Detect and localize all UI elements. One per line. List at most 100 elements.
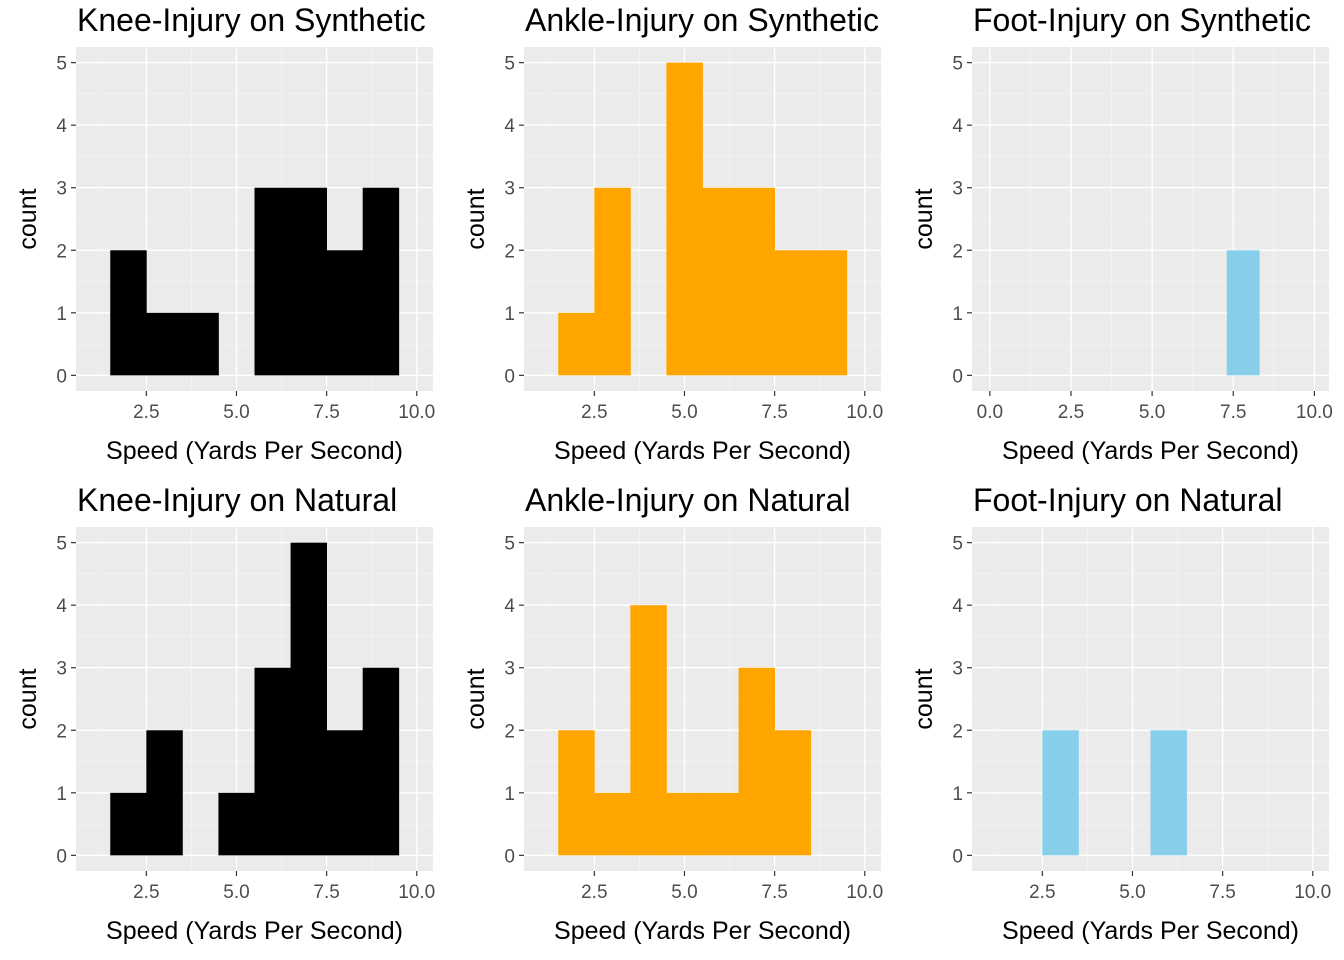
histogram-bar [290, 542, 328, 856]
y-tick-label: 1 [56, 784, 67, 805]
histogram-bar [110, 792, 147, 856]
x-tick-label: 7.5 [1209, 882, 1235, 903]
y-tick-label: 3 [952, 659, 963, 680]
y-tick-label: 0 [504, 366, 515, 387]
x-tick-label: 2.5 [133, 402, 159, 423]
x-tick-label: 7.5 [1220, 402, 1246, 423]
y-tick-label: 4 [952, 116, 963, 137]
y-axis-title: count [462, 668, 490, 729]
histogram-bar [362, 667, 400, 856]
histogram-bar [738, 187, 776, 376]
x-tick-label: 5.0 [671, 402, 697, 423]
histogram-bar [558, 730, 595, 856]
y-tick-label: 1 [504, 304, 515, 325]
y-tick-label: 5 [56, 534, 67, 555]
y-tick-label: 4 [504, 116, 515, 137]
y-tick-label: 5 [504, 54, 515, 75]
y-tick-label: 2 [504, 241, 515, 262]
histogram-panel: 0 1 2 3 4 5 0.0 2.5 5.0 7.5 10.0 Foot-Injury on Syn… [910, 2, 1333, 465]
histogram-bar [254, 667, 291, 856]
histogram-bar [666, 792, 703, 856]
x-tick-label: 2.5 [1058, 402, 1084, 423]
x-tick-label: 10.0 [1294, 882, 1331, 903]
x-axis-title: Speed (Yards Per Second) [106, 917, 403, 945]
y-tick-label: 4 [56, 116, 67, 137]
x-tick-label: 7.5 [761, 882, 787, 903]
x-tick-label: 2.5 [133, 882, 159, 903]
histogram-bar [326, 730, 364, 856]
histogram-bar [810, 250, 848, 376]
histogram-panel: 0 1 2 3 4 5 2.5 5.0 7.5 10.0 Knee-Injury on Natura… [14, 482, 435, 945]
x-tick-label: 7.5 [313, 882, 339, 903]
x-axis-title: Speed (Yards Per Second) [554, 917, 851, 945]
y-tick-label: 3 [952, 179, 963, 200]
y-axis-title: count [14, 668, 42, 729]
y-tick-label: 5 [952, 534, 963, 555]
y-tick-label: 1 [952, 304, 963, 325]
y-tick-label: 0 [952, 846, 963, 867]
y-tick-label: 2 [952, 721, 963, 742]
y-axis-title: count [462, 188, 490, 249]
y-tick-label: 1 [952, 784, 963, 805]
histogram-panel: 0 1 2 3 4 5 2.5 5.0 7.5 10.0 Knee-Injury on Synthe… [14, 2, 435, 465]
x-tick-label: 10.0 [1296, 402, 1333, 423]
histogram-panel: 0 1 2 3 4 5 2.5 5.0 7.5 10.0 Ankle-Injury on Natur… [462, 482, 883, 945]
x-tick-label: 10.0 [846, 882, 883, 903]
y-tick-label: 5 [952, 54, 963, 75]
x-tick-label: 5.0 [223, 882, 249, 903]
panel-title: Knee-Injury on Natural [77, 482, 397, 518]
y-tick-label: 0 [56, 366, 67, 387]
histogram-bar [362, 187, 400, 376]
y-axis-title: count [910, 188, 938, 249]
x-axis-title: Speed (Yards Per Second) [106, 437, 403, 465]
x-axis-title: Speed (Yards Per Second) [1002, 437, 1299, 465]
histogram-bar [774, 730, 812, 856]
y-tick-label: 2 [56, 721, 67, 742]
x-tick-label: 2.5 [581, 402, 607, 423]
x-tick-label: 0.0 [977, 402, 1003, 423]
x-tick-label: 10.0 [398, 882, 435, 903]
y-axis-title: count [910, 668, 938, 729]
panel-title: Ankle-Injury on Natural [525, 482, 850, 518]
histogram-bar [594, 187, 631, 376]
x-tick-label: 7.5 [313, 402, 339, 423]
y-axis-title: count [14, 188, 42, 249]
histogram-bar [1150, 730, 1187, 856]
x-tick-label: 5.0 [671, 882, 697, 903]
y-tick-label: 1 [504, 784, 515, 805]
y-tick-label: 2 [504, 721, 515, 742]
y-tick-label: 4 [952, 596, 963, 617]
y-tick-label: 0 [504, 846, 515, 867]
histogram-bar [1226, 250, 1260, 376]
x-tick-label: 10.0 [398, 402, 435, 423]
histogram-bar [182, 312, 219, 376]
x-axis-title: Speed (Yards Per Second) [554, 437, 851, 465]
panel-title: Knee-Injury on Synthetic [77, 2, 426, 38]
y-tick-label: 0 [952, 366, 963, 387]
y-tick-label: 4 [504, 596, 515, 617]
histogram-bar [146, 312, 183, 376]
y-tick-label: 3 [56, 179, 67, 200]
histogram-bar [1042, 730, 1079, 856]
histogram-bar [702, 187, 739, 376]
y-tick-label: 2 [952, 241, 963, 262]
histogram-bar [702, 792, 739, 856]
histogram-bar [326, 250, 364, 376]
histogram-bar [558, 312, 595, 376]
x-tick-label: 7.5 [761, 402, 787, 423]
x-tick-label: 5.0 [1139, 402, 1165, 423]
y-tick-label: 2 [56, 241, 67, 262]
y-tick-label: 1 [56, 304, 67, 325]
y-tick-label: 5 [504, 534, 515, 555]
x-tick-label: 10.0 [846, 402, 883, 423]
y-tick-label: 4 [56, 596, 67, 617]
x-tick-label: 5.0 [1119, 882, 1145, 903]
y-tick-label: 3 [504, 179, 515, 200]
x-tick-label: 2.5 [581, 882, 607, 903]
histogram-panel: 0 1 2 3 4 5 2.5 5.0 7.5 10.0 Ankle-Injury on Synth… [462, 2, 883, 465]
y-tick-label: 5 [56, 54, 67, 75]
panel-title: Foot-Injury on Natural [973, 482, 1282, 518]
histogram-bar [666, 62, 703, 376]
histogram-bar [110, 250, 147, 376]
